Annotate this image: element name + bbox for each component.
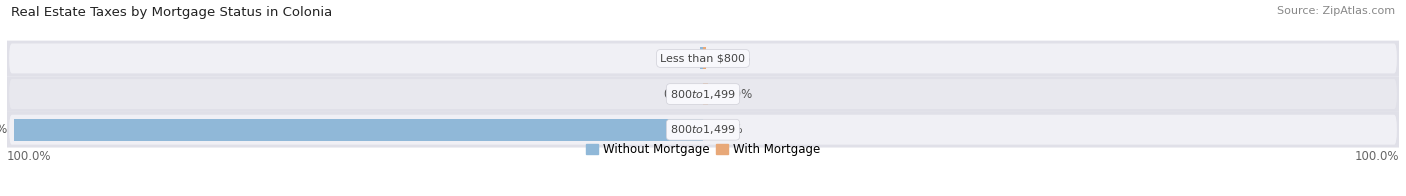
Text: Less than $800: Less than $800 <box>661 54 745 64</box>
Text: 0.0%: 0.0% <box>713 123 742 136</box>
Text: 0.43%: 0.43% <box>713 52 749 65</box>
Bar <box>703 47 706 70</box>
FancyBboxPatch shape <box>8 79 1398 109</box>
Text: 0.43%: 0.43% <box>657 52 693 65</box>
Text: $800 to $1,499: $800 to $1,499 <box>671 123 735 136</box>
Text: 0.69%: 0.69% <box>714 88 752 101</box>
Text: 99.0%: 99.0% <box>0 123 7 136</box>
Text: Real Estate Taxes by Mortgage Status in Colonia: Real Estate Taxes by Mortgage Status in … <box>11 6 332 19</box>
FancyBboxPatch shape <box>4 41 1402 76</box>
Bar <box>14 119 703 141</box>
Text: Source: ZipAtlas.com: Source: ZipAtlas.com <box>1277 6 1395 16</box>
Text: $800 to $1,499: $800 to $1,499 <box>671 88 735 101</box>
Bar <box>700 47 703 70</box>
Text: 100.0%: 100.0% <box>7 150 52 163</box>
Bar <box>703 83 707 105</box>
FancyBboxPatch shape <box>4 112 1402 148</box>
FancyBboxPatch shape <box>8 44 1398 74</box>
FancyBboxPatch shape <box>8 115 1398 145</box>
FancyBboxPatch shape <box>4 76 1402 112</box>
Text: 100.0%: 100.0% <box>1354 150 1399 163</box>
Legend: Without Mortgage, With Mortgage: Without Mortgage, With Mortgage <box>581 139 825 161</box>
Text: 0.0%: 0.0% <box>664 88 693 101</box>
